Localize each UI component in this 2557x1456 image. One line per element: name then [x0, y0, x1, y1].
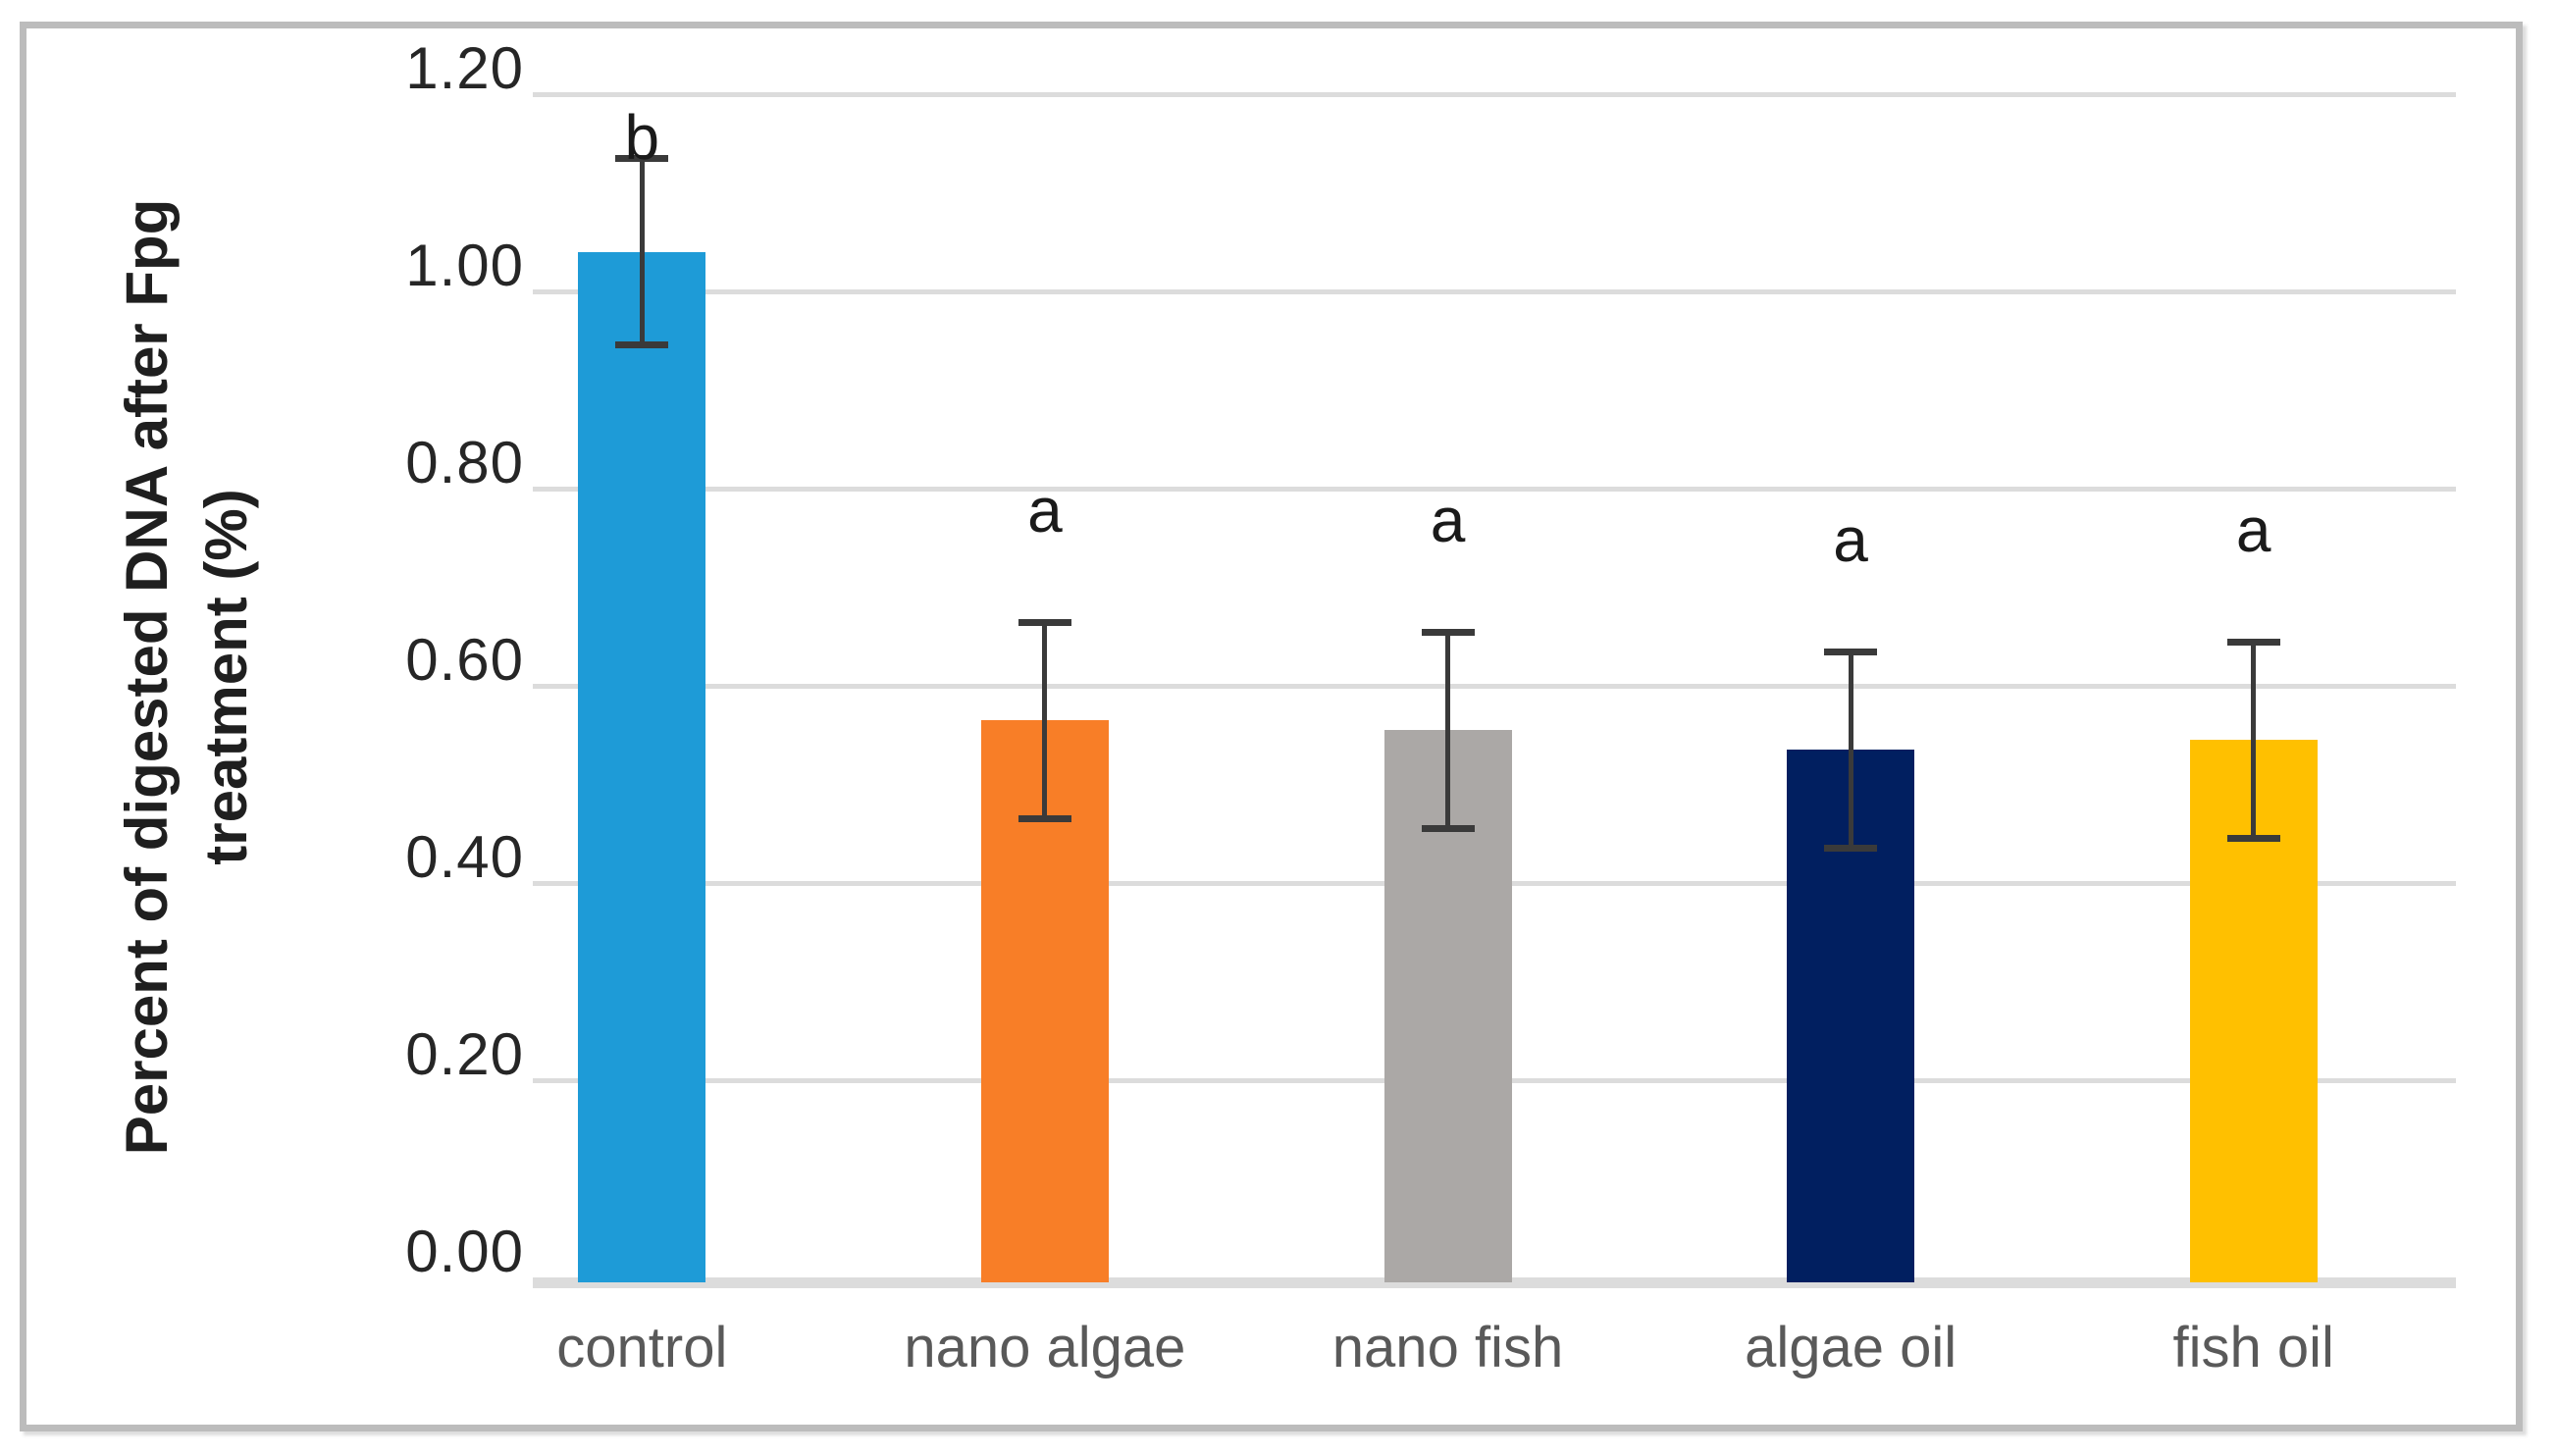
y-tick-label: 1.00	[405, 233, 524, 298]
category-label: control	[556, 1316, 728, 1379]
error-bar-bottom-cap	[1824, 844, 1878, 852]
bar-control	[578, 251, 706, 1282]
error-bar-top-cap	[1018, 618, 1071, 626]
error-bar-top-cap	[1824, 648, 1878, 655]
figure-frame	[20, 22, 2523, 1431]
gridline	[533, 92, 2456, 97]
gridline	[533, 289, 2456, 294]
error-bar-bottom-cap	[615, 341, 669, 349]
error-bar	[1848, 650, 1853, 849]
x-axis-line	[533, 1277, 2456, 1288]
significance-letter: a	[1833, 503, 1868, 575]
error-bar-top-cap	[1421, 628, 1475, 636]
error-bar	[1445, 631, 1450, 829]
y-axis-title-line-1: Percent of digested DNA after Fpg	[114, 198, 180, 1156]
error-bar	[1042, 621, 1048, 819]
error-bar-top-cap	[615, 155, 669, 163]
error-bar-bottom-cap	[2226, 834, 2280, 842]
category-label: nano algae	[904, 1316, 1186, 1379]
y-tick-label: 0.20	[405, 1021, 524, 1087]
error-bar-top-cap	[2226, 638, 2280, 646]
category-label: nano fish	[1331, 1316, 1564, 1379]
y-axis-title-line-2: treatment (%)	[193, 489, 259, 865]
y-tick-label: 0.40	[405, 824, 524, 890]
gridline	[533, 487, 2456, 492]
significance-letter: a	[1430, 484, 1466, 555]
y-tick-label: 0.80	[405, 430, 524, 495]
error-bar	[639, 158, 645, 346]
category-label: algae oil	[1745, 1316, 1957, 1379]
error-bar-bottom-cap	[1018, 814, 1071, 822]
y-tick-label: 0.00	[405, 1219, 524, 1284]
significance-letter: a	[1027, 474, 1063, 546]
y-tick-label: 1.20	[405, 35, 524, 101]
error-bar	[2251, 641, 2257, 839]
y-tick-label: 0.60	[405, 627, 524, 693]
error-bar-bottom-cap	[1421, 824, 1475, 832]
significance-letter: b	[624, 102, 660, 174]
category-label: fish oil	[2172, 1316, 2334, 1379]
y-axis-title: Percent of digested DNA after Fpg treatm…	[107, 64, 266, 1290]
gridline	[533, 684, 2456, 689]
significance-letter: a	[2235, 494, 2271, 565]
